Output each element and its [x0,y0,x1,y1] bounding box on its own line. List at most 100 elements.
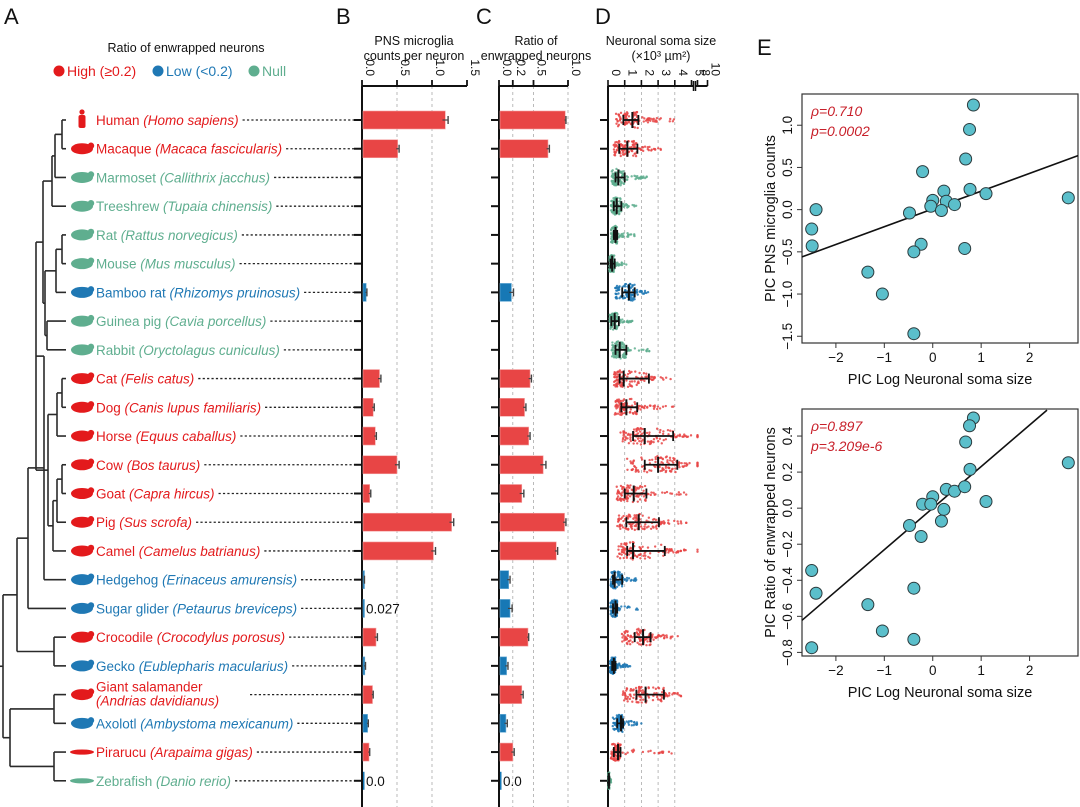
data-point [636,641,639,645]
x-tick-label: 0.0 [363,59,377,76]
data-point [979,494,993,508]
data-point [907,327,921,341]
bar [500,771,502,790]
data-point [643,557,647,560]
data-point [624,438,627,442]
data-point [622,434,625,437]
data-point [619,118,622,121]
data-point [621,285,624,288]
data-point [677,491,681,494]
data-point [654,493,657,496]
data-point [626,320,630,323]
icon-part [71,717,93,729]
data-point [622,699,626,702]
data-point [616,406,619,409]
data-point [652,491,655,495]
icon-part [87,257,95,264]
data-point [633,126,637,129]
data-point [633,721,636,724]
icon-part [71,516,93,528]
bar [499,426,529,446]
species-row: Rabbit (Oryctolagus cuniculus) [71,343,354,358]
data-point [628,522,631,525]
data-point [632,412,635,415]
x-tick-label: −2 [828,663,843,678]
data-point [639,689,642,693]
data-point [643,379,646,383]
data-point [654,457,657,461]
x-tick-label: 5 [693,69,707,76]
data-point [624,636,628,640]
data-point [635,291,639,294]
species-row: Cat (Felis catus) [71,372,354,387]
data-point [622,170,625,173]
data-point [635,115,639,119]
data-point [632,428,636,431]
bar [362,110,446,130]
y-tick-label: −0.2 [780,531,795,558]
data-point [622,182,626,185]
plot-frame [801,93,1079,344]
species-row: Rat (Rattus norvegicus) [71,228,354,243]
data-point [647,516,651,519]
data-point [656,454,659,458]
data-point [630,724,633,727]
data-point [1061,456,1075,470]
y-tick-label: 0.0 [780,200,795,219]
data-point [626,490,630,494]
data-point [632,460,635,463]
data-point [622,262,626,265]
species-common-name: Dog [96,400,125,415]
data-point [635,525,638,528]
data-point [609,605,612,609]
mouse-icon [71,257,95,270]
data-point [629,349,632,352]
data-point [630,397,633,401]
species-row: Gecko (Eublepharis macularius) [71,659,354,674]
data-point [634,723,637,726]
data-point [609,209,613,212]
species-common-name: Treeshrew [96,199,163,214]
species-label: Cat (Felis catus) [96,372,194,387]
y-tick-label: 0.2 [780,463,795,482]
species-label: Camel (Camelus batrianus) [96,544,260,559]
data-point [628,513,631,517]
data-point [645,470,649,474]
panel-e-top-chart: −2 −1 0 1 2 −1.5 −1.0 −0.5 0.0 0.5 1.0 PIC Log Neur… [763,93,1079,388]
data-point [648,431,651,434]
data-point [625,542,628,545]
y-axis-label: PIC Ratio of enwrapped neurons [763,427,779,637]
data-point [623,344,626,348]
data-point [639,547,643,551]
icon-part [79,109,85,115]
data-point [618,200,621,203]
data-point [635,412,638,415]
data-point [633,528,637,532]
icon-part [71,401,93,413]
data-point [610,175,614,178]
data-point [624,356,627,359]
species-latin-name: (Oryctolagus cuniculus) [139,343,280,358]
data-point [679,549,683,553]
data-point [609,231,613,235]
data-point [611,169,614,172]
data-point [622,232,625,235]
data-point [616,520,620,523]
bar [499,541,557,561]
data-point [623,542,626,546]
data-point [805,641,819,655]
data-point [611,346,614,350]
data-point [618,557,622,560]
data-point [649,749,652,753]
data-point [682,491,686,494]
data-point [629,408,632,411]
data-point [632,693,636,696]
data-point [696,550,699,553]
x-tick-label: 0.0 [500,59,514,76]
data-point [676,520,679,523]
data-point [630,488,634,491]
data-point [641,698,645,701]
y-tick-label: 0.5 [780,158,795,177]
data-point [619,499,623,502]
data-point [934,514,948,528]
